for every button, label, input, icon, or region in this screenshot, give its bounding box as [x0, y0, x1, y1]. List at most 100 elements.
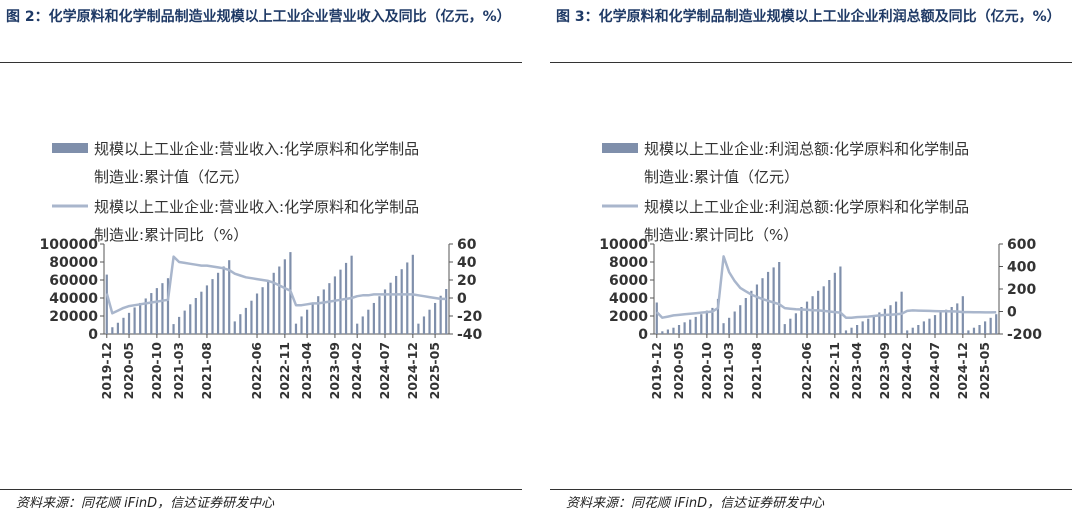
bar	[811, 296, 814, 334]
right-tick-label: 0	[457, 291, 467, 307]
yoy-line	[655, 255, 997, 319]
bar	[439, 295, 442, 334]
bar	[294, 323, 298, 334]
bar	[956, 303, 959, 334]
bar	[861, 321, 864, 334]
bar	[778, 262, 781, 334]
bar	[395, 275, 398, 334]
bar	[155, 288, 158, 334]
x-tick-label: 2022-06	[799, 342, 814, 400]
bar	[211, 279, 214, 334]
bar	[261, 287, 264, 334]
bar	[122, 317, 125, 334]
bar	[728, 317, 731, 334]
legend-swatch-bar	[52, 143, 88, 153]
bar	[361, 316, 364, 334]
right-tick-label: 60	[457, 237, 477, 253]
bar	[389, 282, 392, 334]
bar	[144, 298, 147, 334]
bar	[194, 298, 197, 334]
x-tick-label: 2020-05	[121, 342, 136, 399]
bar	[839, 266, 842, 334]
bar	[694, 316, 697, 334]
bar	[367, 309, 370, 334]
right-tick-label: -40	[457, 327, 483, 343]
left-tick-label: 80000	[49, 255, 98, 271]
bar	[716, 298, 720, 334]
source-note: 资料来源：同花顺 iFinD，信达证券研发中心	[566, 496, 825, 511]
bar	[445, 289, 448, 334]
bar	[917, 325, 920, 334]
bar	[372, 302, 375, 334]
title-divider	[0, 62, 522, 63]
bar	[766, 271, 770, 334]
bar	[317, 296, 320, 334]
left-tick-label: 0	[88, 327, 98, 343]
x-tick-label: 2025-05	[427, 342, 442, 399]
bar	[306, 309, 309, 334]
legend-label: 制造业:累计同比（%）	[644, 226, 798, 244]
bar	[433, 302, 437, 334]
x-tick-label: 2024-02	[899, 342, 914, 399]
revenue-chart: 规模以上工业企业:营业收入:化学原料和化学制品制造业:累计值（亿元） 规模以上工业…	[40, 140, 483, 399]
bar	[789, 318, 792, 334]
bar	[705, 310, 708, 334]
bar	[677, 325, 681, 334]
right-tick-label: -20	[457, 309, 483, 325]
bar	[989, 317, 992, 334]
left-tick-label: 2000	[609, 309, 648, 325]
bar	[844, 330, 848, 334]
bar	[311, 302, 314, 334]
bar	[378, 296, 381, 334]
bar	[800, 307, 803, 334]
bar	[922, 321, 925, 334]
bar	[255, 293, 259, 334]
bar	[761, 278, 764, 334]
x-tick-label: 2024-02	[349, 342, 364, 399]
bar	[945, 309, 948, 334]
left-tick-label: 4000	[609, 291, 648, 307]
bar	[995, 314, 998, 334]
bar	[894, 301, 898, 334]
bar	[928, 318, 931, 334]
right-tick-label: 200	[1007, 282, 1036, 298]
bar	[200, 291, 203, 334]
bar	[911, 327, 914, 334]
bar	[711, 307, 714, 334]
bar	[672, 327, 675, 334]
bar	[189, 304, 192, 334]
bar	[961, 296, 964, 334]
right-tick-label: 600	[1007, 237, 1036, 253]
bar	[272, 272, 275, 334]
bar	[127, 312, 131, 334]
bar	[906, 330, 909, 334]
right-tick-label: 40	[457, 255, 477, 271]
bar	[733, 311, 736, 334]
bar	[161, 283, 164, 334]
x-tick-label: 2020-05	[671, 342, 686, 399]
bar	[939, 312, 942, 334]
bar	[428, 309, 431, 334]
bar	[222, 266, 225, 334]
right-tick-label: 400	[1007, 260, 1036, 276]
bar	[772, 267, 775, 334]
legend-label: 规模以上工业企业:营业收入:化学原料和化学制品	[94, 198, 419, 216]
bar	[666, 329, 670, 334]
bar	[817, 290, 820, 334]
bar	[216, 272, 220, 334]
bar	[244, 307, 247, 334]
bar	[133, 307, 136, 334]
bar	[205, 285, 209, 334]
legend-label: 制造业:累计同比（%）	[94, 226, 248, 244]
bar	[150, 293, 153, 334]
bar	[250, 300, 253, 334]
left-tick-label: 20000	[49, 309, 98, 325]
bar	[283, 259, 286, 334]
right-tick-label: 20	[457, 273, 477, 289]
bar	[683, 322, 686, 334]
x-tick-label: 2019-12	[99, 342, 114, 399]
bar	[239, 314, 242, 334]
bar	[267, 280, 270, 334]
left-tick-label: 40000	[49, 291, 98, 307]
bar	[400, 269, 403, 334]
